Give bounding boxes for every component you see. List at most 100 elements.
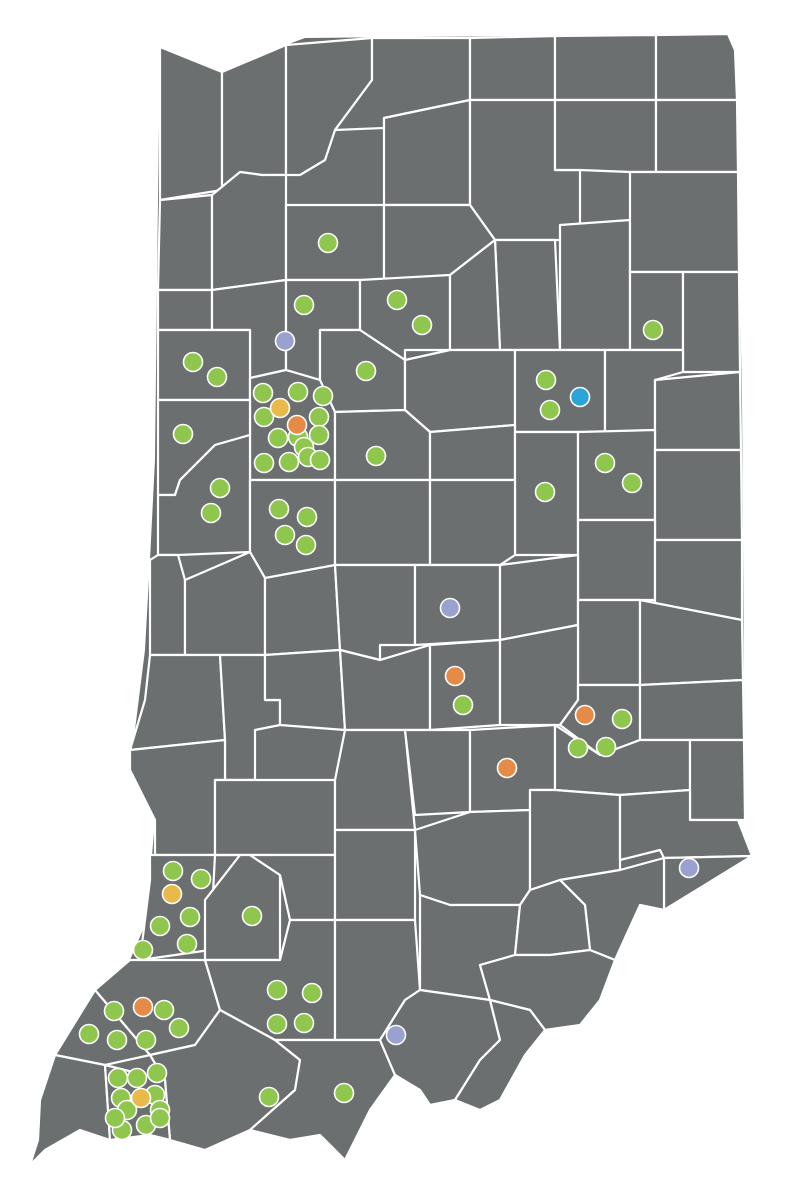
green-site-marker[interactable] xyxy=(241,905,263,927)
green-site-marker[interactable] xyxy=(103,1000,125,1022)
county-45 xyxy=(148,553,187,657)
green-site-marker[interactable] xyxy=(611,708,633,730)
orange-site-marker[interactable] xyxy=(496,757,518,779)
green-site-marker[interactable] xyxy=(266,1013,288,1035)
county-34 xyxy=(333,408,432,482)
green-site-marker[interactable] xyxy=(106,1029,128,1051)
green-site-marker[interactable] xyxy=(258,1086,280,1108)
orange-site-marker[interactable] xyxy=(286,414,308,436)
purple-site-marker[interactable] xyxy=(274,330,296,352)
green-site-marker[interactable] xyxy=(386,289,408,311)
green-site-marker[interactable] xyxy=(301,982,323,1004)
site-markers xyxy=(78,232,700,1141)
green-site-marker[interactable] xyxy=(252,382,274,404)
green-site-marker[interactable] xyxy=(333,1082,355,1104)
green-site-marker[interactable] xyxy=(534,481,556,503)
green-site-marker[interactable] xyxy=(274,524,296,546)
green-site-marker[interactable] xyxy=(107,1067,129,1089)
county-1 xyxy=(158,45,224,202)
orange-site-marker[interactable] xyxy=(574,704,596,726)
county-62 xyxy=(213,778,337,857)
county-10 xyxy=(553,98,658,174)
green-site-marker[interactable] xyxy=(126,1067,148,1089)
county-35 xyxy=(428,423,517,482)
county-56 xyxy=(338,643,432,732)
green-site-marker[interactable] xyxy=(253,406,275,428)
green-site-marker[interactable] xyxy=(295,534,317,556)
green-site-marker[interactable] xyxy=(209,477,231,499)
purple-site-marker[interactable] xyxy=(678,857,700,879)
green-site-marker[interactable] xyxy=(172,423,194,445)
green-site-marker[interactable] xyxy=(567,737,589,759)
green-site-marker[interactable] xyxy=(135,1029,157,1051)
green-site-marker[interactable] xyxy=(78,1023,100,1045)
green-site-marker[interactable] xyxy=(153,999,175,1021)
green-site-marker[interactable] xyxy=(287,381,309,403)
county-71 xyxy=(333,828,417,922)
county-42 xyxy=(428,478,517,567)
green-site-marker[interactable] xyxy=(267,427,289,449)
county-7 xyxy=(654,32,739,102)
county-11 xyxy=(654,98,740,174)
purple-site-marker[interactable] xyxy=(439,597,461,619)
green-site-marker[interactable] xyxy=(621,472,643,494)
green-site-marker[interactable] xyxy=(162,860,184,882)
county-60 xyxy=(638,678,746,742)
green-site-marker[interactable] xyxy=(206,366,228,388)
green-site-marker[interactable] xyxy=(190,868,212,890)
green-site-marker[interactable] xyxy=(535,369,557,391)
green-site-marker[interactable] xyxy=(176,933,198,955)
county-13 xyxy=(210,170,288,292)
yellow-site-marker[interactable] xyxy=(161,883,183,905)
green-site-marker[interactable] xyxy=(452,694,474,716)
green-site-marker[interactable] xyxy=(411,314,433,336)
green-site-marker[interactable] xyxy=(149,915,171,937)
green-site-marker[interactable] xyxy=(317,232,339,254)
green-site-marker[interactable] xyxy=(355,360,377,382)
green-site-marker[interactable] xyxy=(365,445,387,467)
green-site-marker[interactable] xyxy=(594,452,616,474)
green-site-marker[interactable] xyxy=(309,449,331,471)
green-site-marker[interactable] xyxy=(278,451,300,473)
county-32 xyxy=(653,370,743,452)
green-site-marker[interactable] xyxy=(179,906,201,928)
green-site-marker[interactable] xyxy=(595,736,617,758)
green-site-marker[interactable] xyxy=(296,506,318,528)
green-site-marker[interactable] xyxy=(253,452,275,474)
yellow-site-marker[interactable] xyxy=(130,1087,152,1109)
county-41 xyxy=(333,478,432,567)
green-site-marker[interactable] xyxy=(293,1012,315,1034)
county-2 xyxy=(220,43,288,192)
green-site-marker[interactable] xyxy=(168,1017,190,1039)
yellow-site-marker[interactable] xyxy=(269,397,291,419)
green-site-marker[interactable] xyxy=(200,502,222,524)
green-site-marker[interactable] xyxy=(308,424,330,446)
green-site-marker[interactable] xyxy=(642,319,664,341)
county-boundaries xyxy=(28,32,754,1167)
green-site-marker[interactable] xyxy=(308,406,330,428)
purple-site-marker[interactable] xyxy=(385,1024,407,1046)
green-site-marker[interactable] xyxy=(293,294,315,316)
green-site-marker[interactable] xyxy=(132,939,154,961)
county-47 xyxy=(263,563,342,657)
county-85 xyxy=(28,1053,112,1167)
county-64 xyxy=(403,728,472,817)
county-18 xyxy=(628,170,741,274)
green-site-marker[interactable] xyxy=(268,498,290,520)
county-38 xyxy=(653,448,744,542)
green-site-marker[interactable] xyxy=(182,351,204,373)
green-site-marker[interactable] xyxy=(149,1107,171,1129)
county-61 xyxy=(128,738,227,857)
green-site-marker[interactable] xyxy=(312,385,334,407)
green-site-marker[interactable] xyxy=(266,979,288,1001)
county-12 xyxy=(156,193,214,292)
orange-site-marker[interactable] xyxy=(132,996,154,1018)
county-75 xyxy=(662,854,754,912)
green-site-marker[interactable] xyxy=(539,399,561,421)
green-site-marker[interactable] xyxy=(146,1062,168,1084)
orange-site-marker[interactable] xyxy=(444,665,466,687)
county-51 xyxy=(576,598,642,687)
blue-site-marker[interactable] xyxy=(569,386,591,408)
green-site-marker[interactable] xyxy=(104,1107,126,1129)
